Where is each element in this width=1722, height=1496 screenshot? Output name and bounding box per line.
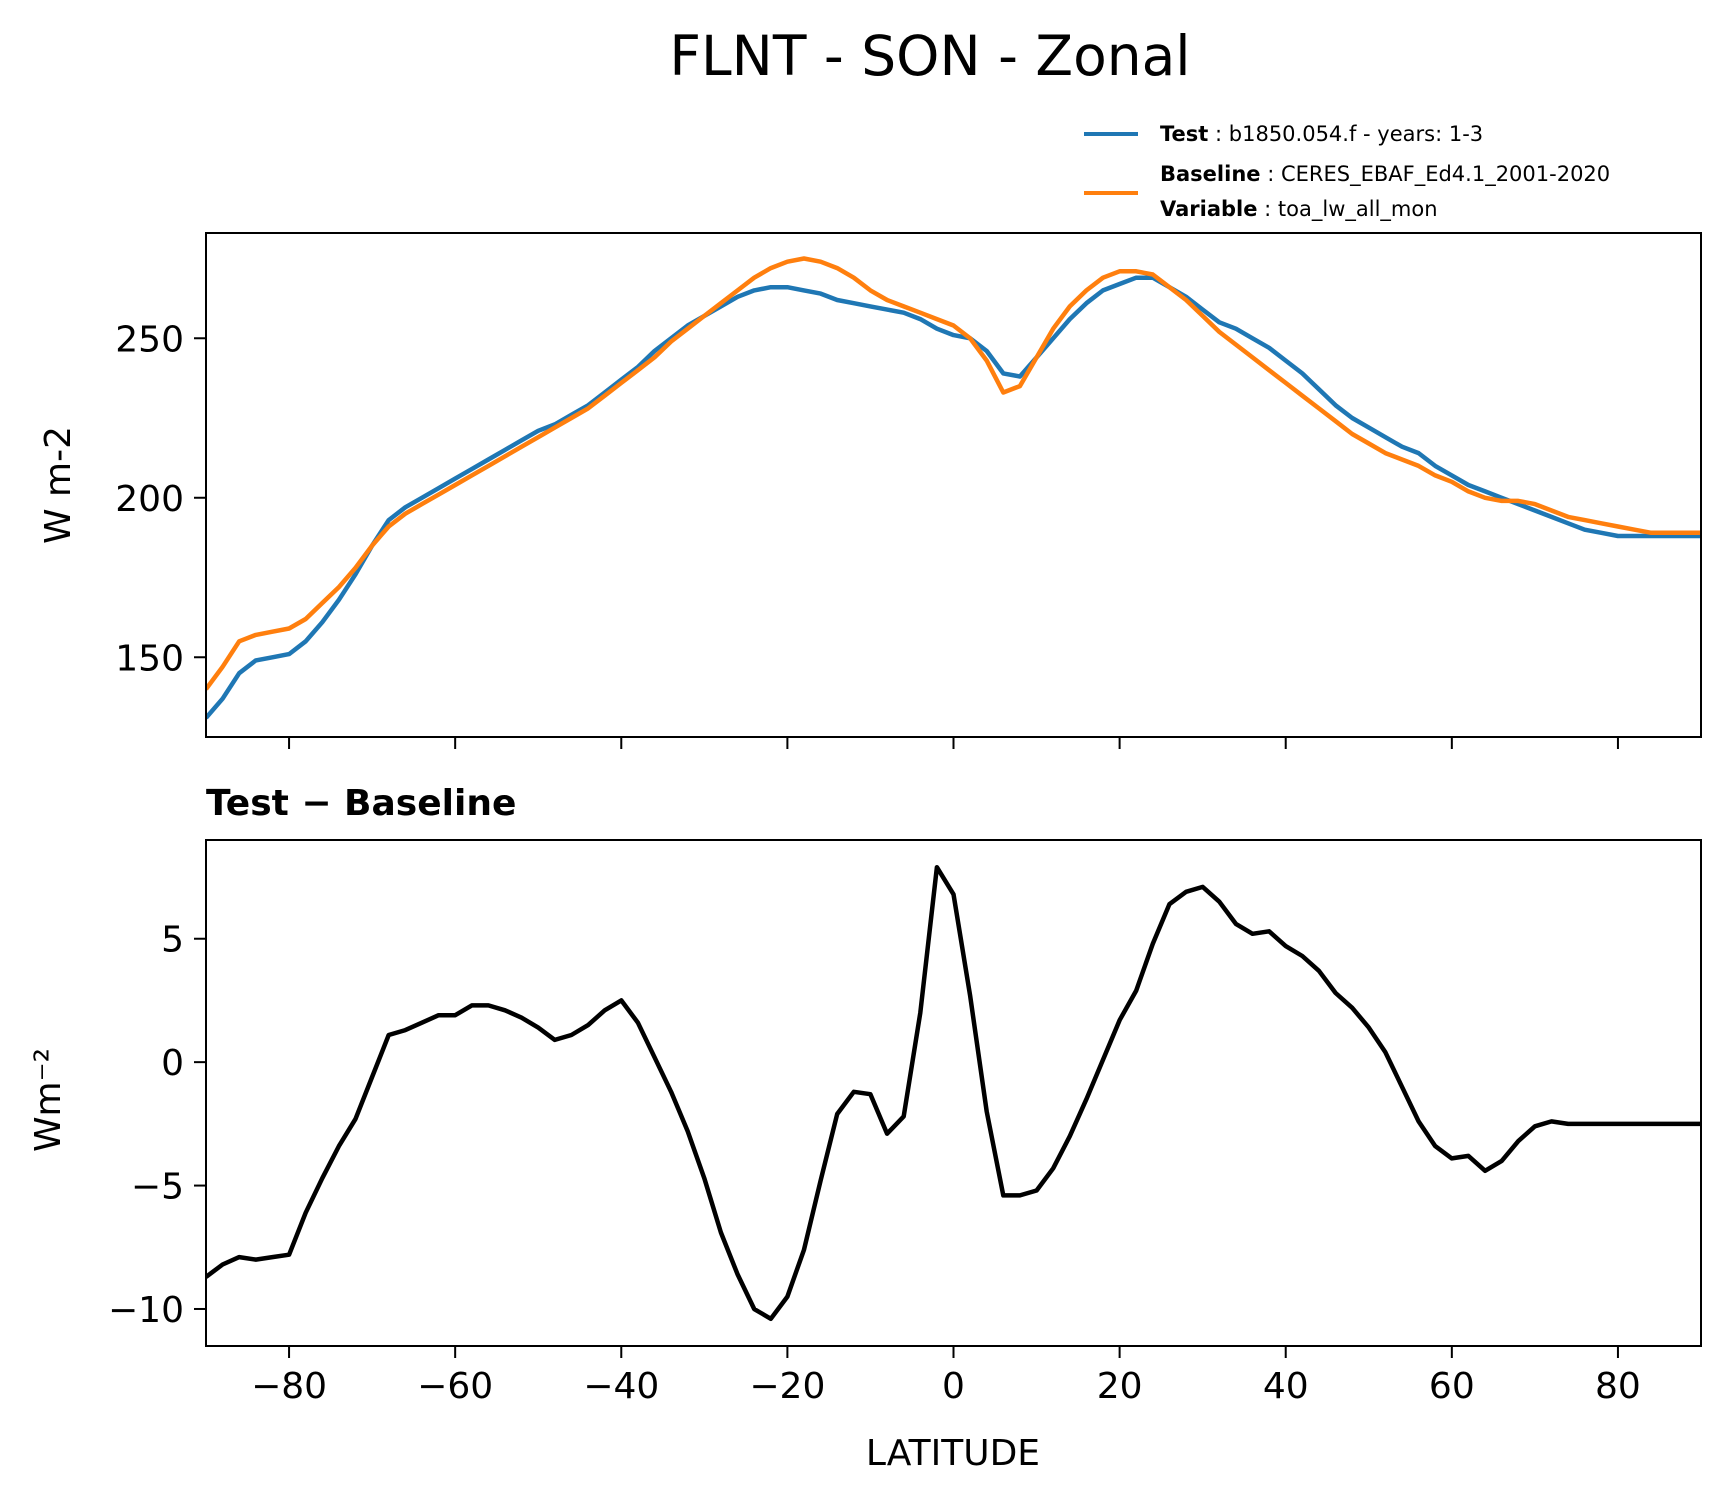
top-panel: 150 200 250 W m-2	[38, 232, 1702, 749]
bottom-panel: Test − Baseline −10 −5 0 5 −80 −60 −40 −20 0 20 4…	[28, 783, 1702, 1474]
bottom-series-test-baseline	[206, 864, 1701, 1322]
svg-text:Test : b1850.054.f - yea: Test : b1850.054.f - years: 1-3	[1160, 122, 1483, 146]
bottom-x-tick-label: −60	[417, 1366, 493, 1407]
bottom-y-tick-label: 5	[161, 920, 184, 961]
top-x-ticks	[288, 737, 1619, 749]
bottom-x-tick-label: 80	[1595, 1366, 1641, 1407]
bottom-x-tick-label: −80	[251, 1366, 327, 1407]
bottom-y-tick-label: −10	[108, 1290, 184, 1331]
top-y-label: W m-2	[38, 426, 79, 544]
bottom-x-tick-label: −40	[583, 1366, 659, 1407]
legend-variable-value: : toa_lw_all_mon	[1264, 197, 1437, 222]
legend: Test : b1850.054.f - years: 1-3 Baseline…	[1084, 122, 1610, 222]
bottom-x-tick-label: −20	[749, 1366, 825, 1407]
bottom-x-tick-label: 0	[942, 1366, 965, 1407]
top-y-tick-label: 150	[115, 638, 184, 679]
bottom-series-lines	[206, 864, 1701, 1322]
top-y-ticks: 150 200 250	[115, 319, 206, 679]
bottom-y-label: Wm⁻²	[28, 1048, 69, 1152]
top-y-tick-label: 250	[115, 319, 184, 360]
top-series-baseline	[206, 256, 1701, 691]
bottom-panel-title: Test − Baseline	[206, 783, 516, 824]
legend-test-value: : b1850.054.f - years: 1-3	[1215, 122, 1483, 146]
top-y-tick-label: 200	[115, 479, 184, 520]
legend-test-key: Test	[1160, 122, 1208, 146]
svg-text:Variable : toa_lw_all_mo: Variable : toa_lw_all_mon	[1160, 197, 1438, 222]
bottom-y-tick-label: −5	[131, 1167, 184, 1208]
figure-title: FLNT - SON - Zonal	[669, 24, 1190, 88]
bottom-y-tick-label: 0	[161, 1043, 184, 1084]
legend-variable-key: Variable	[1160, 197, 1257, 221]
bottom-x-tick-label: 20	[1097, 1366, 1143, 1407]
svg-text:Baseline : CERES_EBAF_Ed: Baseline : CERES_EBAF_Ed4.1_2001-2020	[1160, 162, 1610, 187]
legend-baseline-value: : CERES_EBAF_Ed4.1_2001-2020	[1267, 162, 1610, 187]
x-axis-label: LATITUDE	[866, 1433, 1040, 1474]
top-axes-frame	[205, 232, 1702, 738]
bottom-x-tick-label: 60	[1429, 1366, 1475, 1407]
bottom-axes-frame	[205, 839, 1702, 1347]
bottom-y-ticks: −10 −5 0 5	[108, 920, 206, 1331]
top-series-test	[206, 275, 1701, 720]
top-series-lines	[206, 256, 1701, 720]
bottom-x-ticks: −80 −60 −40 −20 0 20 40 60 80	[251, 1346, 1641, 1407]
legend-baseline-key: Baseline	[1160, 162, 1261, 186]
bottom-x-tick-label: 40	[1263, 1366, 1309, 1407]
